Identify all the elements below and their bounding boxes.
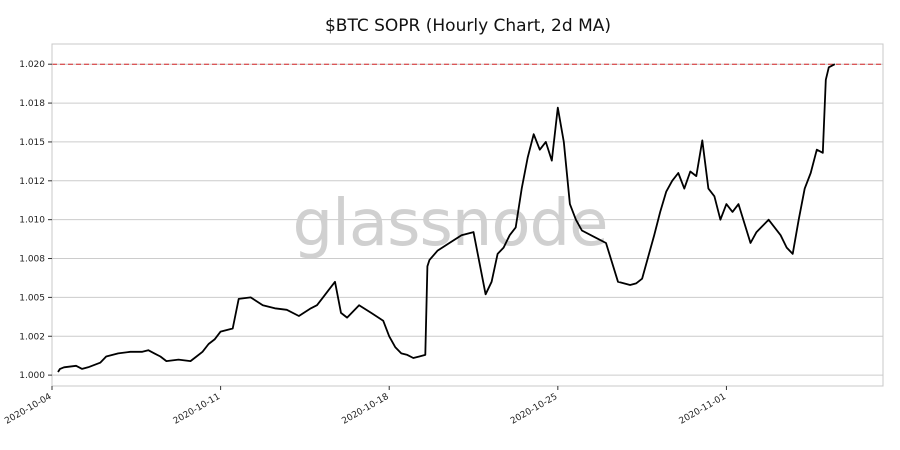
xtick-label: 2020-10-18 xyxy=(340,392,391,427)
ytick-label: 1.010 xyxy=(19,216,45,226)
ytick-label: 1.020 xyxy=(19,60,45,70)
series-layer xyxy=(57,63,836,373)
watermark-logo: glassnode xyxy=(292,187,607,261)
ytick-label: 1.008 xyxy=(19,255,45,265)
ytick-label: 1.000 xyxy=(19,371,45,381)
plot-frame xyxy=(51,43,884,387)
ytick-label: 1.012 xyxy=(19,177,45,187)
ytick-label: 1.018 xyxy=(19,99,45,109)
xtick-label: 2020-10-11 xyxy=(172,392,222,427)
series-line xyxy=(57,63,836,373)
ytick-label: 1.002 xyxy=(19,332,45,342)
grid-layer xyxy=(52,63,883,376)
ytick-label: 1.015 xyxy=(19,138,45,148)
xtick-label: 2020-10-25 xyxy=(509,392,559,427)
ytick-label: 1.005 xyxy=(19,293,45,303)
xtick-label: 2020-11-01 xyxy=(678,392,728,427)
chart-title: $BTC SOPR (Hourly Chart, 2d MA) xyxy=(325,16,611,36)
xtick-label: 2020-10-04 xyxy=(3,392,54,427)
